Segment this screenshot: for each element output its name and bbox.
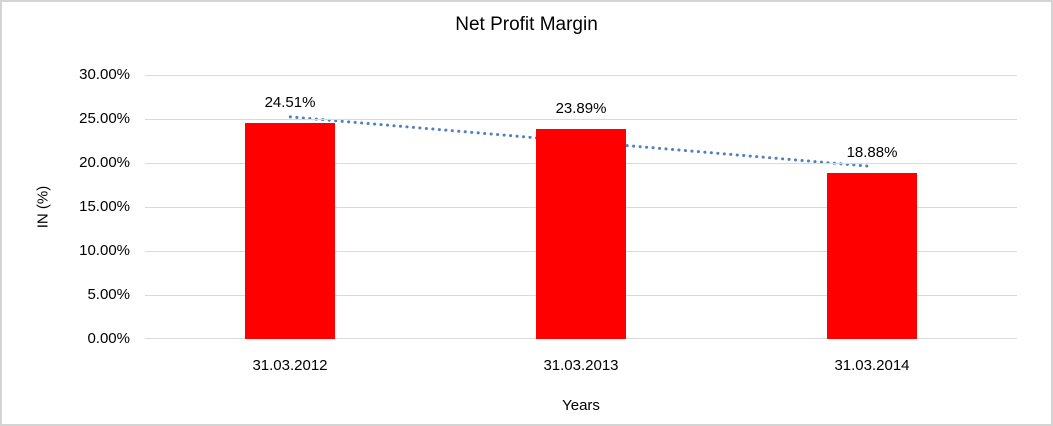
gridline xyxy=(145,119,1017,120)
y-tick-label: 20.00% xyxy=(79,154,130,171)
bar xyxy=(536,129,626,339)
y-tick-label: 30.00% xyxy=(79,66,130,83)
x-tick-label: 31.03.2014 xyxy=(834,357,910,374)
y-tick-label: 25.00% xyxy=(79,110,130,127)
bar xyxy=(827,173,917,339)
y-tick-label: 10.00% xyxy=(79,242,130,259)
y-tick-label: 0.00% xyxy=(87,330,130,347)
x-tick-label: 31.03.2013 xyxy=(543,357,619,374)
bar-value-label: 24.51% xyxy=(264,94,316,111)
chart-title: Net Profit Margin xyxy=(455,14,598,35)
y-tick-label: 15.00% xyxy=(79,198,130,215)
bar-value-label: 23.89% xyxy=(555,100,607,117)
plot-area: 24.51% 23.89% 18.88% xyxy=(145,75,1017,339)
bar-value-label: 18.88% xyxy=(846,144,898,161)
x-axis-title: Years xyxy=(562,397,600,414)
gridline xyxy=(145,75,1017,76)
bar xyxy=(245,123,335,339)
x-tick-label: 31.03.2012 xyxy=(252,357,328,374)
y-tick-label: 5.00% xyxy=(87,286,130,303)
